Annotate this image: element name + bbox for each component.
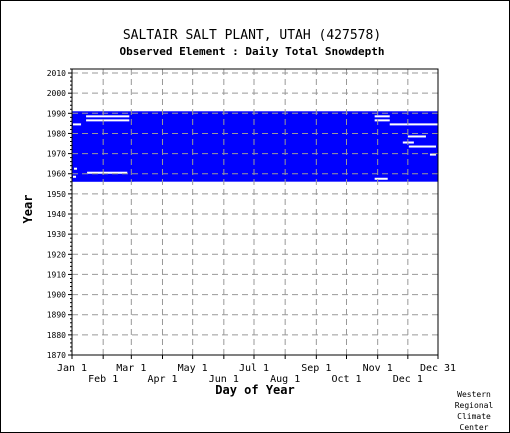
missing-segment — [408, 145, 436, 148]
x-tick-label: Dec 1 — [393, 374, 423, 385]
y-tick-label: 1960 — [47, 170, 66, 179]
missing-segment — [407, 135, 426, 138]
wrcc-credit: Western Regional Climate Center — [444, 389, 504, 433]
x-tick-label: May 1 — [178, 363, 208, 374]
y-tick-label: 2010 — [47, 69, 66, 78]
missing-segment — [74, 167, 78, 170]
credit-line: Western — [457, 390, 491, 399]
data-block — [72, 111, 438, 182]
y-tick-label: 2000 — [47, 89, 66, 98]
y-tick-label: 1950 — [47, 190, 66, 199]
data-layer — [72, 111, 439, 184]
x-tick-label: Mar 1 — [116, 363, 146, 374]
credit-line: Center — [459, 423, 489, 432]
missing-segment — [73, 123, 82, 126]
y-tick-label: 1940 — [47, 210, 66, 219]
y-tick-label: 1990 — [47, 109, 66, 118]
missing-segment — [86, 115, 130, 118]
missing-segment — [374, 119, 390, 122]
y-tick-label: 1890 — [47, 311, 66, 320]
x-tick-label: Jul 1 — [239, 363, 269, 374]
y-axis-label: Year — [21, 195, 35, 224]
axis-layer: Jan 1 Mar 1 May 1 Jul 1 Sep 1 Nov 1 Dec 31 Feb … — [47, 68, 456, 385]
x-tick-label: Oct 1 — [331, 374, 361, 385]
x-tick-label: Jan 1 — [57, 363, 87, 374]
x-tick-label: Dec 31 — [420, 363, 456, 374]
missing-segment — [133, 181, 439, 184]
credit-line: Climate — [457, 412, 491, 421]
missing-segment — [87, 171, 128, 174]
x-tick-label: Sep 1 — [301, 363, 331, 374]
chart-title: SALTAIR SALT PLANT, UTAH (427578) — [123, 28, 381, 43]
y-tick-label: 1910 — [47, 270, 66, 279]
missing-segment — [73, 175, 77, 178]
y-tick-label: 1900 — [47, 291, 66, 300]
x-tick-label: Jun 1 — [209, 374, 239, 385]
credit-line: Regional — [454, 401, 494, 410]
missing-segment — [402, 141, 414, 144]
x-axis-label: Day of Year — [215, 383, 294, 397]
y-tick-label: 1920 — [47, 250, 66, 259]
missing-segment — [374, 177, 388, 180]
x-tick-label: Nov 1 — [363, 363, 393, 374]
y-tick-label: 1980 — [47, 129, 66, 138]
missing-segment — [389, 123, 438, 126]
y-tick-label: 1880 — [47, 331, 66, 340]
plot-area — [71, 68, 439, 356]
missing-segment — [429, 153, 436, 156]
x-tick-label: Apr 1 — [147, 374, 177, 385]
y-tick-label: 1970 — [47, 150, 66, 159]
x-tick-label: Aug 1 — [270, 374, 300, 385]
missing-segment — [86, 119, 130, 122]
y-tick-label: 1870 — [47, 351, 66, 360]
chart-subtitle: Observed Element : Daily Total Snowdepth — [120, 45, 385, 58]
missing-segment — [374, 115, 390, 118]
y-tick-label: 1930 — [47, 230, 66, 239]
x-tick-label: Feb 1 — [88, 374, 118, 385]
